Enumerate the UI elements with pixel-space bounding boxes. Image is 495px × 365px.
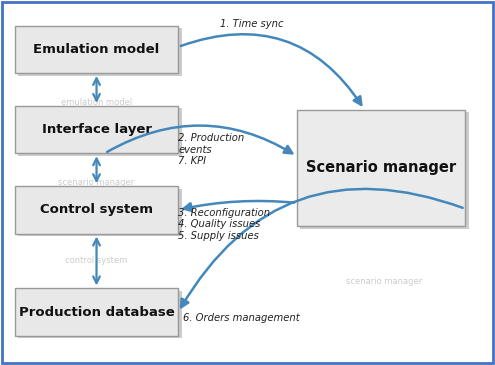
Text: 3. Reconfiguration
4. Quality issues
5. Supply issues: 3. Reconfiguration 4. Quality issues 5. … (178, 208, 270, 241)
Text: Scenario manager: Scenario manager (306, 160, 456, 176)
Text: Emulation model: Emulation model (33, 43, 160, 56)
Text: Interface layer: Interface layer (42, 123, 151, 136)
Text: 6. Orders management: 6. Orders management (183, 313, 300, 323)
FancyBboxPatch shape (18, 28, 182, 76)
FancyBboxPatch shape (18, 189, 182, 236)
Text: Control system: Control system (40, 203, 153, 216)
FancyBboxPatch shape (15, 106, 178, 153)
Text: emulation model: emulation model (61, 99, 132, 107)
FancyBboxPatch shape (18, 108, 182, 156)
FancyBboxPatch shape (15, 288, 178, 336)
Text: 1. Time sync: 1. Time sync (220, 19, 284, 29)
FancyBboxPatch shape (15, 26, 178, 73)
FancyBboxPatch shape (15, 186, 178, 234)
FancyBboxPatch shape (297, 110, 465, 226)
Text: 2. Production
events
7. KPI: 2. Production events 7. KPI (178, 133, 245, 166)
Text: Production database: Production database (19, 306, 174, 319)
Text: scenario manager: scenario manager (346, 277, 422, 285)
Text: scenario manager: scenario manager (58, 178, 135, 187)
FancyBboxPatch shape (300, 112, 469, 229)
FancyBboxPatch shape (18, 291, 182, 338)
Text: control system: control system (65, 257, 128, 265)
